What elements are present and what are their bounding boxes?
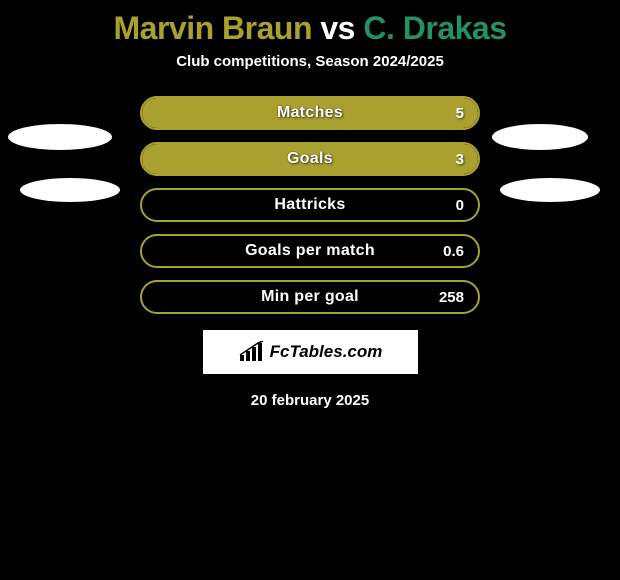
stat-bar: Matches5 (140, 96, 480, 130)
date-text: 20 february 2025 (0, 392, 620, 409)
logo-text: FcTables.com (270, 342, 383, 362)
stat-bar-label: Goals per match (142, 236, 478, 266)
decorative-ellipse (8, 124, 112, 150)
logo-box: FcTables.com (203, 330, 418, 374)
vs-text: vs (320, 10, 355, 46)
stat-bar: Goals3 (140, 142, 480, 176)
stat-bar-value: 258 (439, 282, 464, 312)
subtitle: Club competitions, Season 2024/2025 (0, 53, 620, 96)
stat-bar-label: Min per goal (142, 282, 478, 312)
stat-bar-value: 3 (456, 144, 464, 174)
player1-name: Marvin Braun (114, 10, 312, 46)
stat-bar-label: Matches (142, 98, 478, 128)
logo-chart-icon (238, 341, 264, 363)
player2-name: C. Drakas (363, 10, 506, 46)
stat-bar-value: 0.6 (443, 236, 464, 266)
stat-bar: Hattricks0 (140, 188, 480, 222)
stat-bar-label: Goals (142, 144, 478, 174)
page-title: Marvin Braun vs C. Drakas (0, 0, 620, 53)
decorative-ellipse (500, 178, 600, 202)
decorative-ellipse (492, 124, 588, 150)
stat-bar-label: Hattricks (142, 190, 478, 220)
stat-bar: Min per goal258 (140, 280, 480, 314)
stat-bar-value: 0 (456, 190, 464, 220)
stat-bar-value: 5 (456, 98, 464, 128)
stat-bar: Goals per match0.6 (140, 234, 480, 268)
decorative-ellipse (20, 178, 120, 202)
